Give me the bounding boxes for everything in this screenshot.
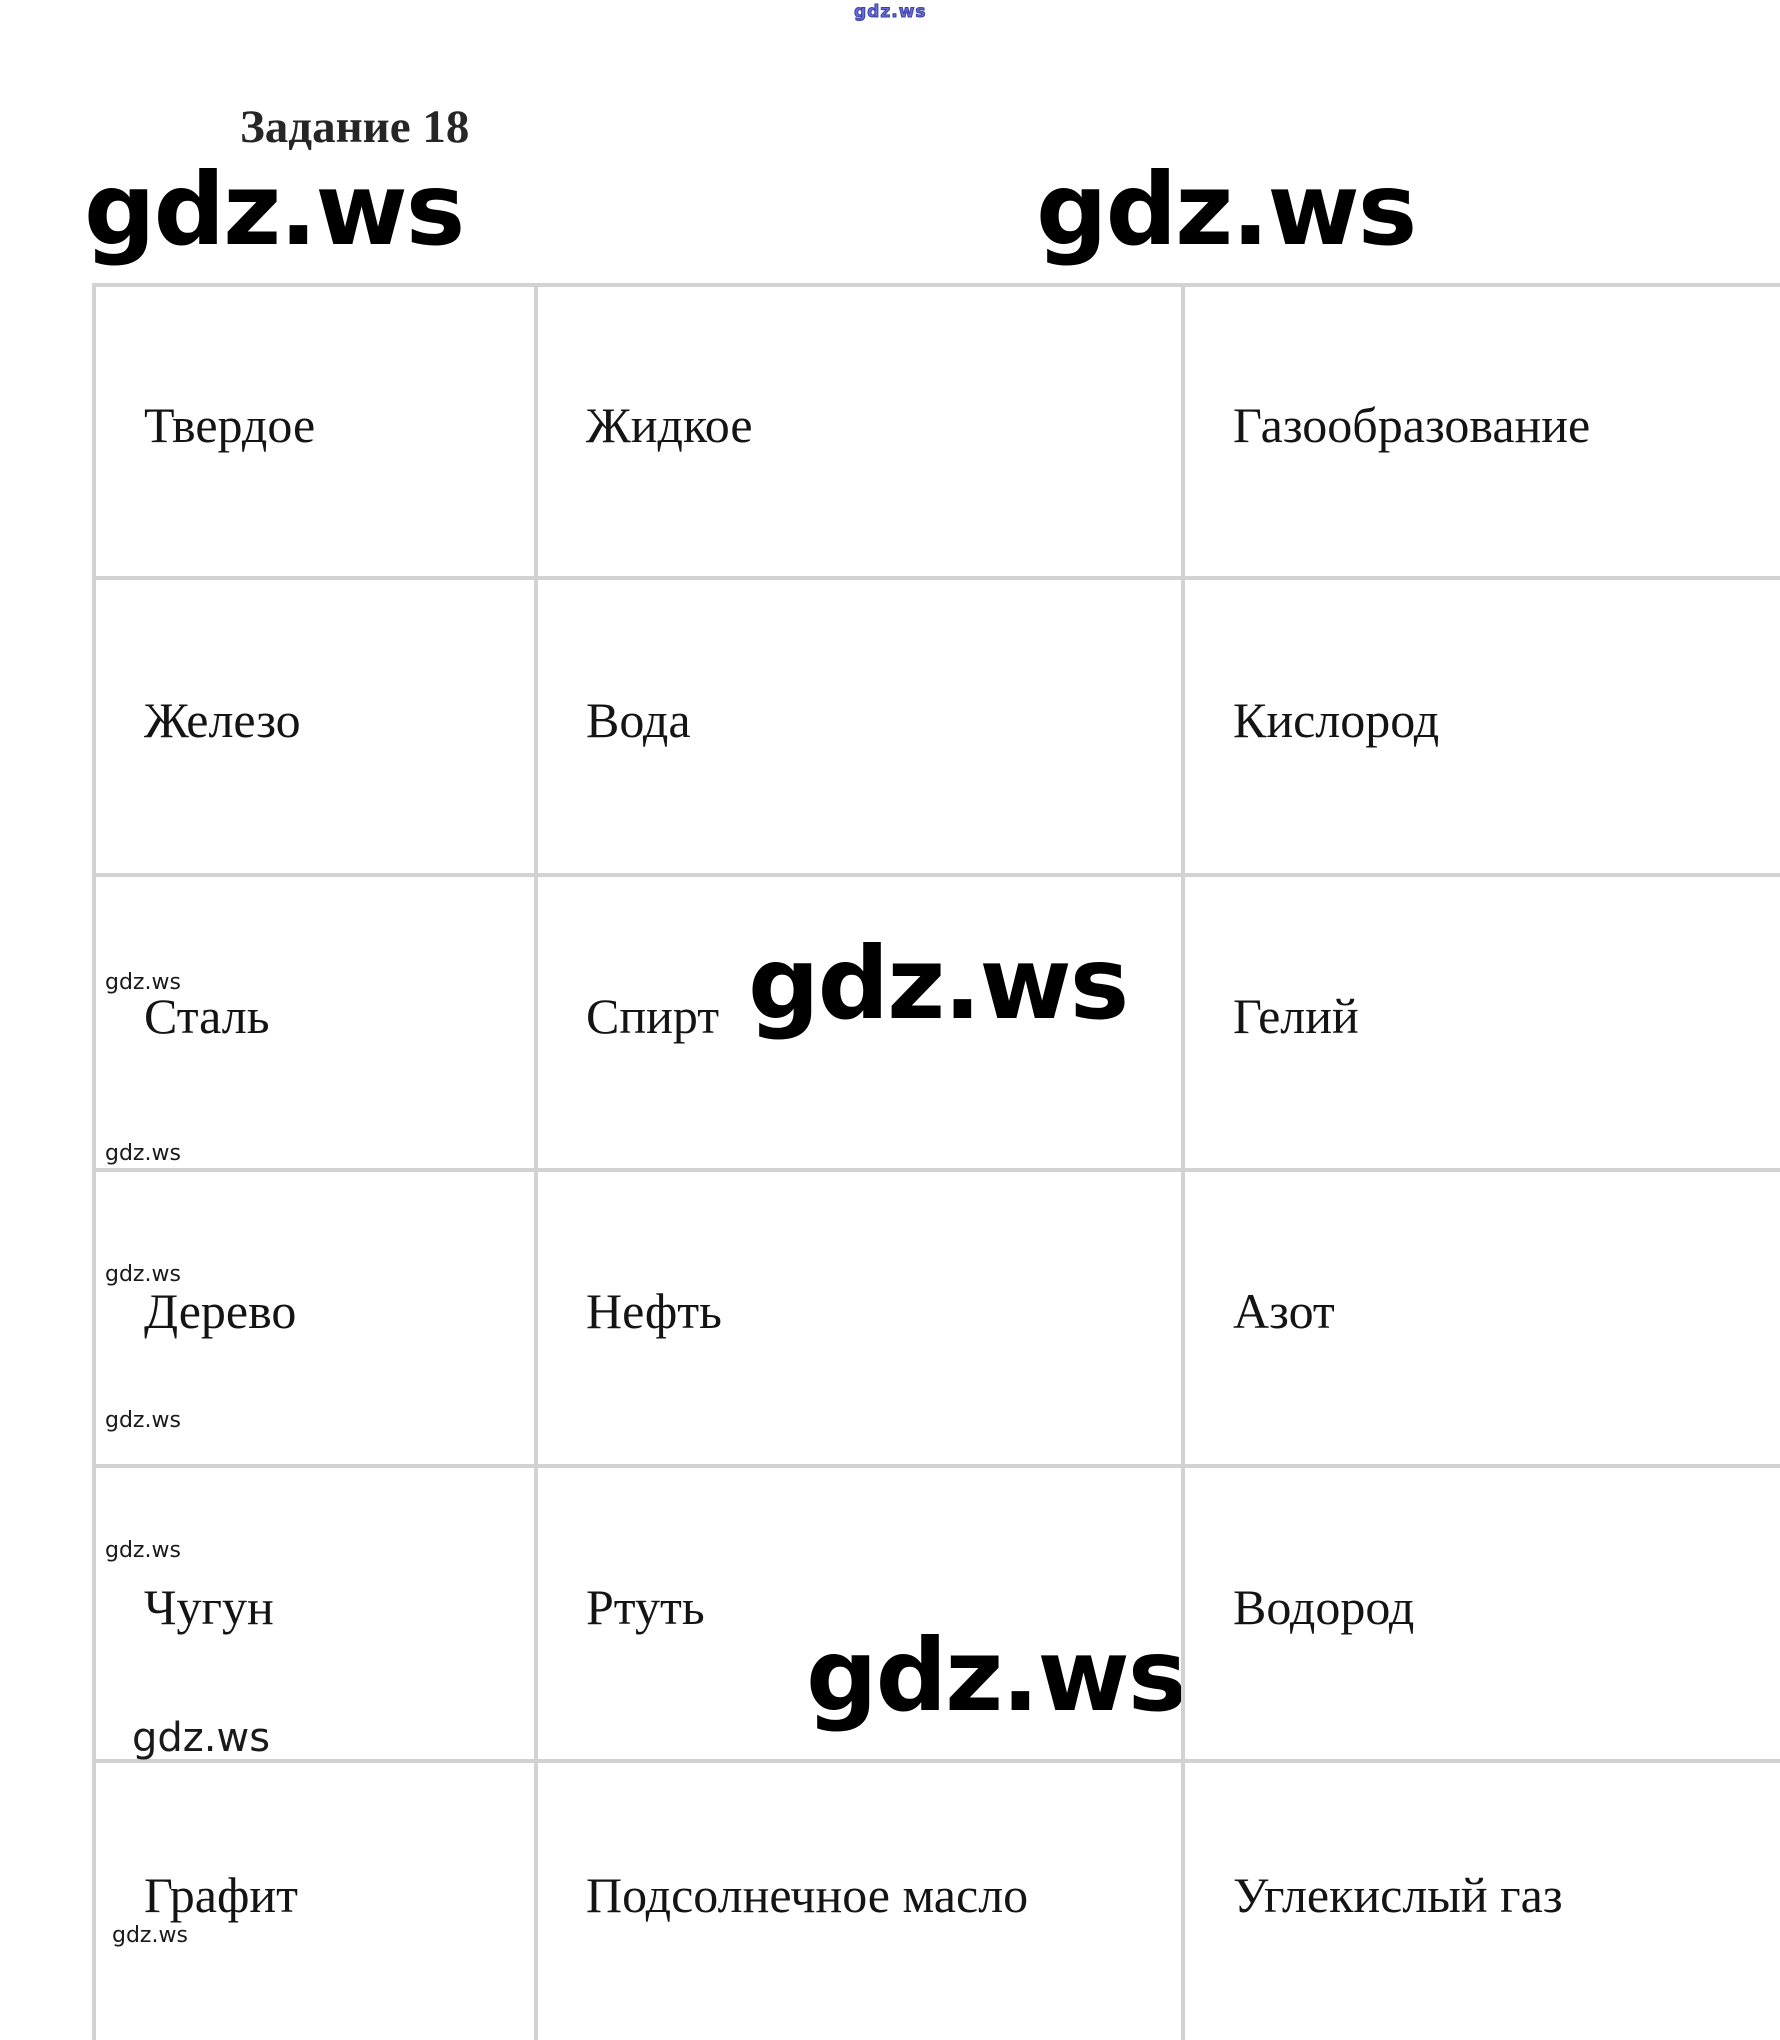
cell-value: Железо [144, 691, 301, 748]
table-cell: gdz.ws Чугун gdz.ws [96, 1468, 538, 1763]
table-cell: Подсолнечное масло [538, 1763, 1185, 2040]
table-cell: Азот [1185, 1172, 1780, 1468]
table-cell: Водород [1185, 1468, 1780, 1763]
gdz-ws-watermark-bottom: gdz.ws [806, 1617, 1187, 1734]
column-header-liquid: Жидкое [538, 287, 1185, 580]
cell-value: Подсолнечное масло [586, 1866, 1029, 1923]
gdz-ws-watermark-small: gdz.ws [105, 1141, 181, 1166]
cell-value: Чугун [144, 1578, 274, 1635]
cell-value: Азот [1233, 1283, 1335, 1339]
table-cell: gdz.ws Дерево gdz.ws [96, 1172, 538, 1468]
gdz-ws-watermark-middle: gdz.ws [748, 925, 1129, 1042]
header-label: Жидкое [586, 396, 753, 453]
table-cell: Вода [538, 580, 1185, 877]
cell-value: Вода [586, 691, 691, 748]
table-cell: Спирт [538, 877, 1185, 1172]
cell-value: Нефть [586, 1283, 722, 1339]
table-cell: Гелий [1185, 877, 1780, 1172]
gdz-ws-watermark-small: gdz.ws [105, 1408, 181, 1433]
gdz-ws-watermark-small: gdz.ws [132, 1715, 271, 1761]
table-cell: Ртуть [538, 1468, 1185, 1763]
cell-value: Спирт [586, 987, 720, 1044]
header-label: Твердое [144, 396, 316, 453]
states-of-matter-table: Твердое Жидкое Газообразование Железо Во… [92, 283, 1780, 2040]
cell-value: Гелий [1233, 987, 1359, 1044]
gdz-ws-watermark-top-right: gdz.ws [1036, 151, 1417, 268]
task-title: Задание 18 [240, 101, 470, 153]
gdz-ws-watermark-small: gdz.ws [105, 1262, 181, 1287]
table-cell: Кислород [1185, 580, 1780, 877]
gdz-ws-watermark-small: gdz.ws [105, 970, 181, 995]
column-header-gas: Газообразование [1185, 287, 1780, 580]
gdz-ws-logo-top: gdz.ws [854, 2, 927, 23]
cell-value: Дерево [144, 1283, 297, 1339]
cell-value: Водород [1233, 1578, 1415, 1635]
column-header-solid: Твердое [96, 287, 538, 580]
cell-value: Графит [144, 1866, 298, 1923]
cell-value: Углекислый газ [1233, 1866, 1563, 1923]
gdz-ws-watermark-small: gdz.ws [112, 1923, 188, 1948]
table-cell: Железо [96, 580, 538, 877]
cell-value: Сталь [144, 987, 270, 1044]
header-label: Газообразование [1233, 396, 1591, 453]
table-cell: gdz.ws Графит [96, 1763, 538, 2040]
table-cell: gdz.ws Сталь gdz.ws [96, 877, 538, 1172]
table-cell: Углекислый газ [1185, 1763, 1780, 2040]
gdz-ws-watermark-small: gdz.ws [105, 1538, 181, 1563]
cell-value: Ртуть [586, 1578, 705, 1635]
table-cell: Нефть [538, 1172, 1185, 1468]
gdz-ws-watermark-top-left: gdz.ws [84, 151, 465, 268]
cell-value: Кислород [1233, 691, 1440, 748]
